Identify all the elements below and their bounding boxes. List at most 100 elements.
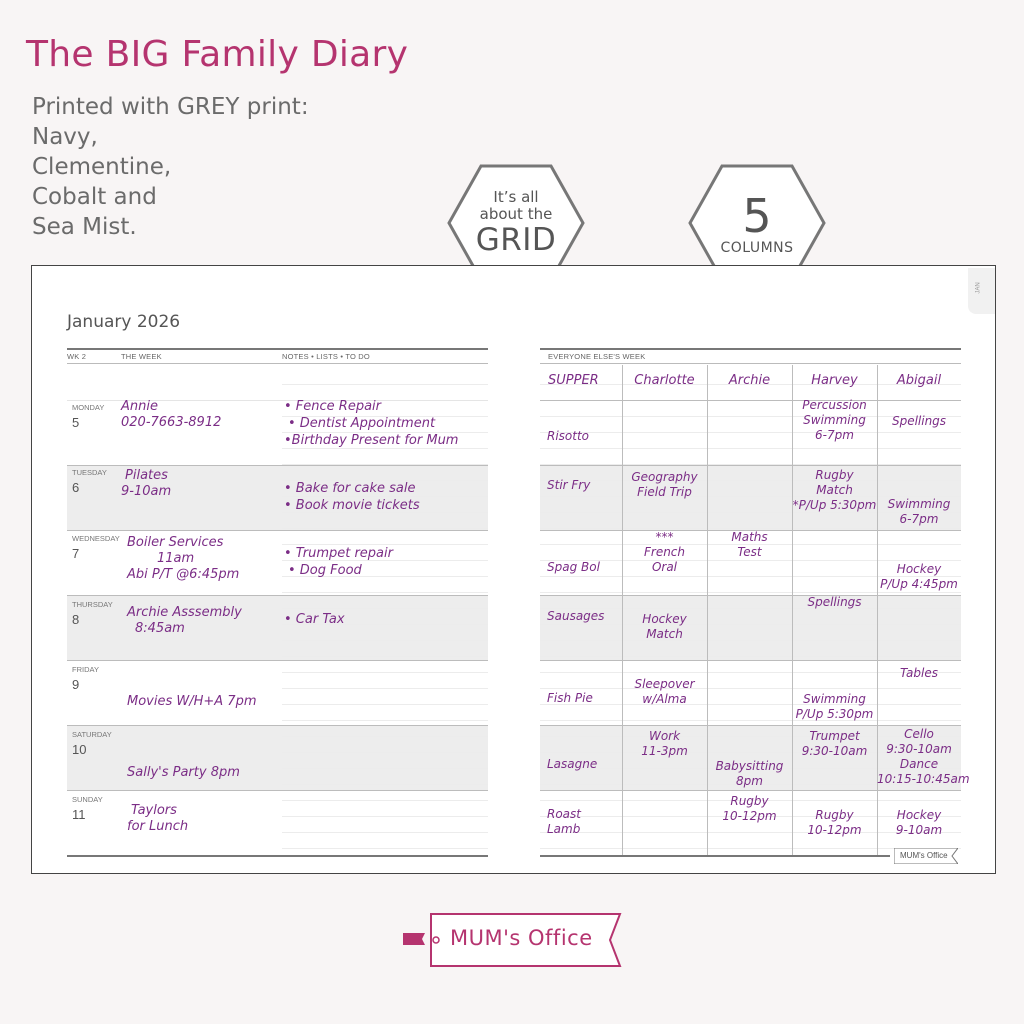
grid-line: [540, 592, 961, 593]
grid-cell-line: Sausages: [547, 609, 605, 623]
grid-cell-line: Sleepover: [634, 677, 695, 691]
grid-line: [540, 768, 961, 769]
note-line: [282, 592, 488, 593]
grid-cell-line: Oral: [651, 560, 678, 574]
grid-line: [540, 736, 961, 737]
note-line: [282, 672, 488, 673]
note-line: [282, 432, 488, 433]
grid-cell: Sleepover w/Alma: [622, 677, 707, 707]
column-header: Charlotte: [634, 373, 695, 388]
grid-separator: [540, 595, 961, 596]
day-entry: 020-7663-8912: [121, 415, 222, 430]
logo-text: MUM's Office: [450, 926, 593, 950]
mums-office-logo: MUM's Office: [400, 911, 624, 969]
grid-cell: Rugby 10-12pm: [707, 794, 792, 824]
column-header: Archie: [728, 373, 771, 388]
mums-office-tag-text: MUM's Office: [900, 851, 948, 860]
badge-grid-word: GRID: [475, 222, 557, 258]
grid-cell-line: Lasagne: [547, 757, 598, 771]
subtitle-line: Navy,: [32, 124, 98, 150]
subtitle-line: Cobalt and: [32, 184, 157, 210]
note-item: • Trumpet repair: [284, 546, 393, 561]
day-entry: Sally's Party 8pm: [127, 765, 240, 780]
badge-line: It’s all: [493, 188, 539, 206]
header-rule: [67, 348, 488, 350]
grid-line: [540, 784, 961, 785]
grid-cell-line: Spag Bol: [547, 560, 600, 574]
grid-cell-line: Trumpet: [809, 729, 860, 743]
note-line: [282, 848, 488, 849]
grid-cell-line: Tables: [899, 666, 938, 680]
grid-cell: Lasagne: [547, 757, 629, 772]
columns-number: 5: [742, 189, 772, 243]
ribbon-icon: [894, 848, 958, 864]
week-number: WK 2: [67, 352, 87, 361]
column-header: Harvey: [811, 373, 858, 388]
grid-cell-line: Match: [646, 627, 683, 641]
grid-cell-line: Work: [648, 729, 681, 743]
grid-separator: [540, 660, 961, 661]
grid-cell: Tables: [877, 666, 961, 681]
mums-office-tag: MUM's Office: [894, 848, 958, 864]
note-line: [282, 464, 488, 465]
note-line: [282, 752, 488, 753]
grid-line: [540, 432, 961, 433]
grid-line: [540, 848, 961, 849]
day-name: WEDNESDAY: [72, 534, 120, 543]
grid-cell-line: 8pm: [736, 774, 763, 788]
day-separator: [67, 725, 488, 726]
day-number: 8: [72, 612, 80, 627]
note-item: • Dentist Appointment: [288, 416, 436, 431]
day-number: 6: [72, 480, 80, 495]
grid-cell-line: 9:30-10am: [886, 742, 952, 756]
grid-line: [540, 624, 961, 625]
grid-line: [540, 688, 961, 689]
day-number: 10: [72, 742, 87, 757]
grid-line: [540, 720, 961, 721]
day-entry: Annie: [121, 399, 158, 414]
note-line: [282, 784, 488, 785]
grid-line: [540, 656, 961, 657]
grid-separator: [540, 465, 961, 466]
note-item: • Book movie tickets: [284, 498, 420, 513]
grid-line: [540, 496, 961, 497]
grid-cell-line: Test: [737, 545, 762, 559]
grid-cell-line: 9:30-10am: [801, 744, 868, 758]
grid-line: [540, 416, 961, 417]
grid-cell: Stir Fry: [547, 478, 629, 493]
note-line: [282, 736, 488, 737]
the-week-label: THE WEEK: [121, 352, 162, 361]
grid-row-bg: [540, 725, 961, 790]
grid-row-bg: [540, 595, 961, 660]
grid-column-line: [792, 365, 793, 856]
grid-line: [540, 448, 961, 449]
day-row-bg: [67, 465, 488, 530]
grid-cell: Rugby 10-12pm: [792, 808, 877, 838]
grid-line: [540, 672, 961, 673]
page-title: The BIG Family Diary: [26, 34, 409, 75]
grid-column-line: [877, 365, 878, 856]
grid-cell: Hockey 9-10am: [877, 808, 961, 838]
grid-cell-line: Babysitting: [715, 759, 784, 773]
day-entry: Boiler Services: [127, 535, 224, 550]
month-tab[interactable]: [968, 268, 995, 314]
day-separator: [67, 530, 488, 531]
note-line: [282, 544, 488, 545]
note-line: [282, 816, 488, 817]
grid-cell-line: Percussion: [802, 398, 867, 412]
grid-row-bg: [540, 465, 961, 530]
day-name: SATURDAY: [72, 730, 112, 739]
note-line: [282, 416, 488, 417]
grid-cell-line: Maths: [731, 530, 768, 544]
header-rule: [540, 363, 961, 364]
grid-line: [540, 800, 961, 801]
grid-cell: Spellings: [877, 414, 961, 429]
grid-cell-line: 11-3pm: [641, 744, 688, 758]
grid-cell-line: Swimming: [803, 413, 866, 427]
subtitle-line: Clementine,: [32, 154, 172, 180]
day-entry: Movies W/H+A 7pm: [127, 694, 257, 709]
note-line: [282, 656, 488, 657]
day-number: 7: [72, 546, 80, 561]
note-line: [282, 704, 488, 705]
day-number: 9: [72, 677, 80, 692]
